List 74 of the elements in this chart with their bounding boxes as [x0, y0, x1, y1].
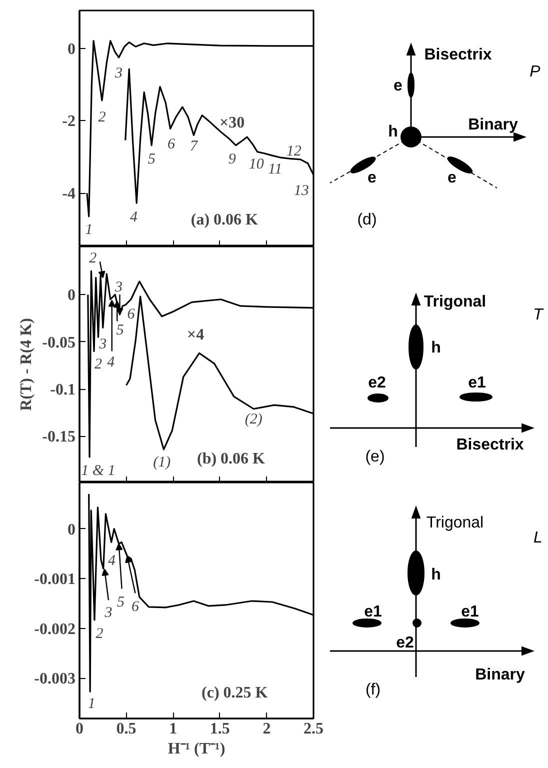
annotation: 1 — [88, 696, 96, 712]
annotation: 9 — [228, 152, 236, 168]
text: h — [388, 124, 398, 140]
annotation: 1 — [85, 222, 93, 238]
annotation: 6 — [167, 136, 176, 152]
annotation: 5 — [148, 152, 156, 168]
text: Binary — [468, 116, 518, 134]
text: h — [431, 340, 441, 356]
annotation: 5 — [116, 322, 124, 338]
text: Trigonal — [426, 514, 484, 532]
text: Bisectrix — [456, 436, 524, 454]
y-tick-label: -0.002 — [34, 620, 76, 638]
annotation: 3 — [104, 605, 112, 622]
y-tick-label: 0 — [68, 40, 76, 58]
annotation: 4 — [108, 553, 116, 570]
text: Trigonal — [424, 294, 486, 310]
x-tick-label: 1.5 — [210, 720, 230, 738]
annotation: 4 — [107, 354, 116, 370]
annotation: 11 — [268, 161, 282, 178]
x-tick-label: 0.5 — [116, 720, 136, 738]
annotation: (c) 0.25 K — [202, 684, 268, 702]
annotation: (a) 0.06 K — [190, 211, 259, 228]
text: (f) — [365, 682, 381, 698]
y-tick-label: 0 — [68, 521, 76, 538]
y-tick-label: -2 — [62, 113, 76, 130]
text: e1 — [468, 374, 486, 392]
annotation: 6 — [127, 306, 136, 323]
annotation: (b) 0.06 K — [197, 450, 266, 468]
annotation: 3 — [114, 65, 123, 82]
annotation: 2 — [96, 626, 104, 642]
annotation: 5 — [117, 594, 126, 611]
y-tick-label: -4 — [62, 186, 76, 203]
annotation: ×30 — [220, 114, 245, 132]
annotation: ×4 — [187, 326, 204, 344]
text: h — [431, 566, 441, 584]
y-tick-label: -0.003 — [34, 670, 76, 688]
y-tick-label: -0.05 — [42, 334, 76, 352]
text: e2 — [396, 634, 414, 652]
annotation: 7 — [190, 138, 199, 154]
y-tick-label: -0.15 — [42, 428, 76, 446]
x-tick-label: 2 — [262, 720, 271, 738]
y-axis-title: R(T) - R(4 K) — [18, 318, 36, 411]
text: P — [530, 64, 541, 80]
text: e1 — [461, 604, 479, 620]
x-tick-label: 1 — [169, 720, 178, 738]
y-tick-label: -0.1 — [50, 382, 76, 399]
annotation: 1 & 1 — [81, 463, 116, 480]
text: e — [368, 170, 377, 186]
annotation: 3 — [114, 279, 122, 296]
y-tick-label: 0 — [68, 287, 76, 304]
text: (e) — [365, 448, 385, 466]
annotation: (2) — [244, 411, 262, 428]
annotation: 3 — [98, 336, 107, 353]
text: e2 — [368, 374, 386, 392]
x-tick-label: 2.5 — [304, 720, 324, 738]
text: e1 — [364, 604, 382, 620]
y-tick-label: -0.001 — [34, 571, 76, 588]
text: e — [394, 78, 403, 94]
text: Bisectrix — [424, 46, 492, 64]
annotation: 6 — [131, 599, 140, 616]
text: L — [534, 530, 542, 546]
x-axis-title: H⁻¹ (T⁻¹) — [168, 740, 226, 758]
annotation: 2 — [89, 250, 98, 267]
annotation: 4 — [130, 210, 138, 226]
annotation: 12 — [286, 144, 302, 160]
text: e — [448, 170, 457, 186]
annotation: (1) — [153, 454, 171, 471]
annotation: 2 — [94, 356, 102, 373]
annotation: 2 — [98, 109, 106, 126]
annotation: 10 — [248, 156, 264, 172]
text: Binary — [475, 666, 525, 684]
text: T — [533, 306, 544, 324]
annotation: 13 — [294, 183, 309, 200]
text: (d) — [357, 212, 377, 228]
